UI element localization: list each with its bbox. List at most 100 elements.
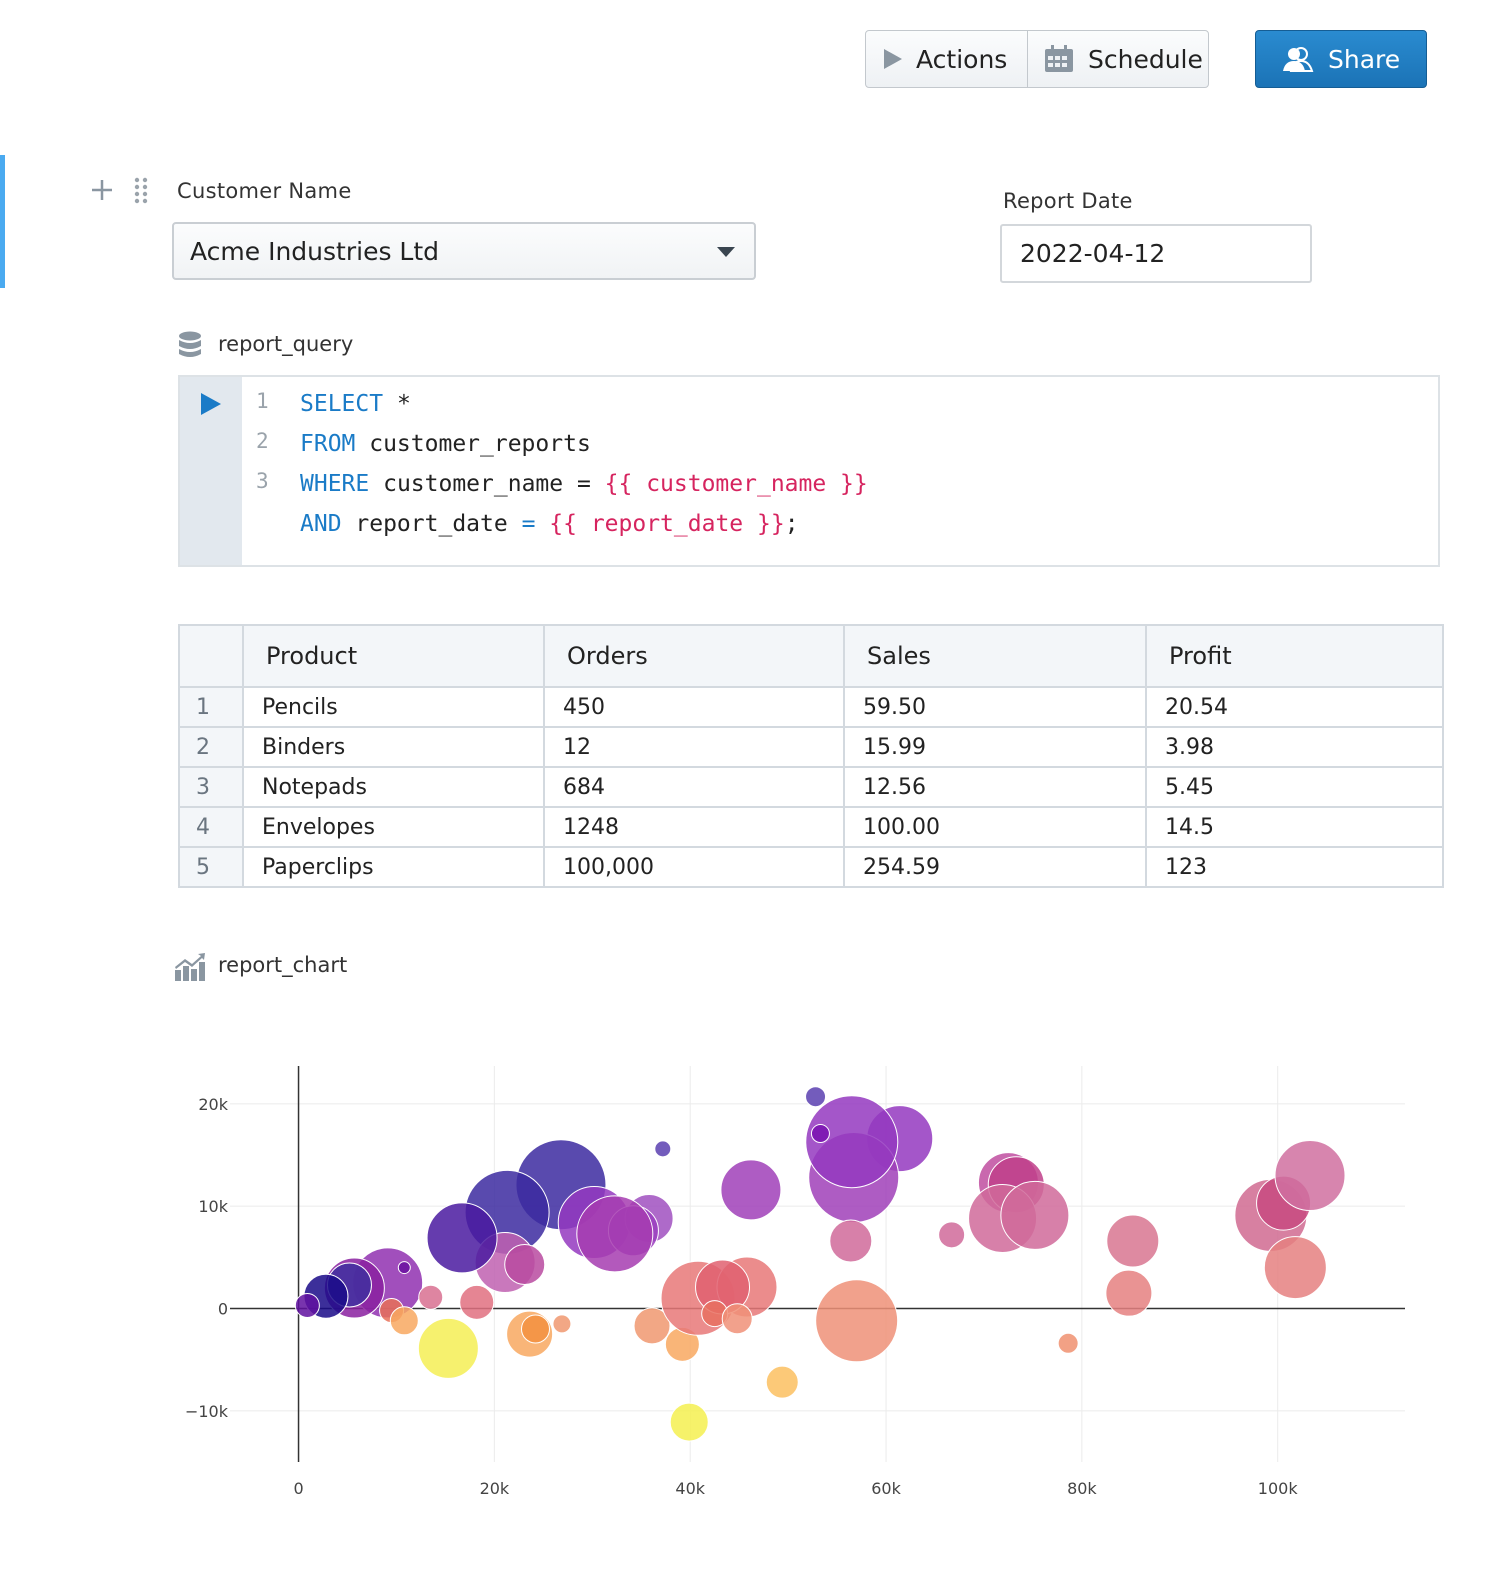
table-row[interactable]: 1 Pencils 450 59.50 20.54 xyxy=(178,686,1444,728)
query-cell-title: report_query xyxy=(218,332,354,356)
bubble-point[interactable] xyxy=(815,1279,899,1363)
bubble-point[interactable] xyxy=(389,1306,419,1336)
sales-cell: 12.56 xyxy=(843,766,1147,808)
database-icon xyxy=(179,331,201,357)
bubble-point[interactable] xyxy=(418,1284,444,1310)
bubble-chart[interactable]: 0 20k 40k 60k 80k 100k −10k 0 10k 20k xyxy=(0,1050,1496,1510)
users-icon xyxy=(1283,47,1314,72)
bubble-point[interactable] xyxy=(426,1202,498,1274)
product-cell: Binders xyxy=(242,726,545,768)
line-number: 1 xyxy=(256,389,269,413)
column-header-sales[interactable]: Sales xyxy=(843,624,1147,688)
drag-handle-icon[interactable] xyxy=(133,176,149,206)
bubble-point[interactable] xyxy=(805,1086,827,1108)
product-cell: Pencils xyxy=(242,686,545,728)
table-row[interactable]: 5 Paperclips 100,000 254.59 123 xyxy=(178,846,1444,888)
bubble-point[interactable] xyxy=(1057,1332,1079,1354)
column-header-orders[interactable]: Orders xyxy=(543,624,845,688)
actions-button[interactable]: Actions xyxy=(866,31,1028,87)
actions-label: Actions xyxy=(916,44,1008,74)
table-row[interactable]: 3 Notepads 684 12.56 5.45 xyxy=(178,766,1444,808)
bubble-point[interactable] xyxy=(1263,1236,1327,1300)
sql-keyword: AND xyxy=(300,511,342,537)
chevron-down-icon xyxy=(717,247,735,257)
code-text: customer_name = xyxy=(369,471,605,497)
bubble-point[interactable] xyxy=(397,1261,411,1275)
bubble-point[interactable] xyxy=(521,1314,550,1344)
calendar-icon xyxy=(1045,45,1073,72)
row-index: 1 xyxy=(178,686,244,728)
sales-cell: 59.50 xyxy=(843,686,1147,728)
x-tick-label: 0 xyxy=(293,1479,303,1498)
schedule-label: Schedule xyxy=(1088,44,1203,74)
line-number: 2 xyxy=(256,429,269,453)
bubble-point[interactable] xyxy=(417,1317,479,1379)
bubble-point[interactable] xyxy=(721,1303,753,1335)
sql-keyword: FROM xyxy=(300,431,356,457)
chart-cell-title: report_chart xyxy=(218,953,348,977)
table-row[interactable]: 4 Envelopes 1248 100.00 14.5 xyxy=(178,806,1444,848)
orders-cell: 1248 xyxy=(543,806,845,848)
report-date-value: 2022-04-12 xyxy=(1020,239,1166,268)
sales-cell: 15.99 xyxy=(843,726,1147,768)
bubble-point[interactable] xyxy=(765,1365,799,1399)
product-cell: Notepads xyxy=(242,766,545,808)
schedule-button[interactable]: Schedule xyxy=(1028,31,1208,87)
code-text: customer_reports xyxy=(355,431,591,457)
bubble-point[interactable] xyxy=(294,1292,320,1318)
y-tick-label: 0 xyxy=(218,1300,228,1319)
bubble-point[interactable] xyxy=(810,1124,830,1144)
code-text: ; xyxy=(784,511,799,537)
bubble-point[interactable] xyxy=(576,1195,654,1273)
code-line: SELECT * xyxy=(300,391,411,417)
bubble-point[interactable] xyxy=(504,1244,546,1286)
row-index: 2 xyxy=(178,726,244,768)
table-header-row: Product Orders Sales Profit xyxy=(178,624,1444,688)
orders-cell: 100,000 xyxy=(543,846,845,888)
row-index: 3 xyxy=(178,766,244,808)
code-text: * xyxy=(383,391,411,417)
column-header-product[interactable]: Product xyxy=(242,624,545,688)
bubble-point[interactable] xyxy=(1105,1269,1153,1317)
bubble-point[interactable] xyxy=(1106,1214,1160,1268)
bubble-point[interactable] xyxy=(938,1221,966,1249)
bubble-point[interactable] xyxy=(1274,1139,1346,1211)
report-date-input[interactable]: 2022-04-12 xyxy=(1000,224,1312,283)
share-button[interactable]: Share xyxy=(1255,30,1427,88)
chart-icon xyxy=(175,953,205,981)
code-text: report_date xyxy=(341,511,522,537)
product-cell: Paperclips xyxy=(242,846,545,888)
bubble-point[interactable] xyxy=(1000,1180,1070,1250)
customer-name-select[interactable]: Acme Industries Ltd xyxy=(172,222,756,280)
results-table: Product Orders Sales Profit 1 Pencils 450 5… xyxy=(178,624,1444,888)
y-tick-label: −10k xyxy=(185,1402,229,1421)
run-query-icon[interactable] xyxy=(200,392,222,416)
code-text xyxy=(535,511,549,537)
sql-editor[interactable]: 1 SELECT * 2 FROM customer_reports 3 WHERE cu… xyxy=(178,375,1440,567)
sql-keyword: = xyxy=(521,511,536,537)
product-cell: Envelopes xyxy=(242,806,545,848)
table-row[interactable]: 2 Binders 12 15.99 3.98 xyxy=(178,726,1444,768)
share-label: Share xyxy=(1328,44,1401,74)
bubble-point[interactable] xyxy=(459,1284,495,1320)
sales-cell: 100.00 xyxy=(843,806,1147,848)
line-number: 3 xyxy=(256,469,269,493)
bubble-point[interactable] xyxy=(805,1095,899,1189)
bubble-point[interactable] xyxy=(720,1159,782,1221)
orders-cell: 684 xyxy=(543,766,845,808)
bubble-point[interactable] xyxy=(829,1219,873,1263)
column-header-profit[interactable]: Profit xyxy=(1145,624,1444,688)
row-index: 5 xyxy=(178,846,244,888)
bubble-point[interactable] xyxy=(669,1402,709,1442)
bubble-point[interactable] xyxy=(633,1307,671,1345)
bubble-point[interactable] xyxy=(654,1140,672,1158)
report-date-label: Report Date xyxy=(1003,189,1133,213)
x-tick-label: 100k xyxy=(1258,1479,1299,1498)
bubble-point[interactable] xyxy=(552,1314,572,1334)
add-cell-icon[interactable] xyxy=(90,178,114,202)
customer-name-value: Acme Industries Ltd xyxy=(190,236,440,266)
orders-cell: 450 xyxy=(543,686,845,728)
active-cell-indicator xyxy=(0,155,5,288)
profit-cell: 20.54 xyxy=(1145,686,1444,728)
profit-cell: 5.45 xyxy=(1145,766,1444,808)
